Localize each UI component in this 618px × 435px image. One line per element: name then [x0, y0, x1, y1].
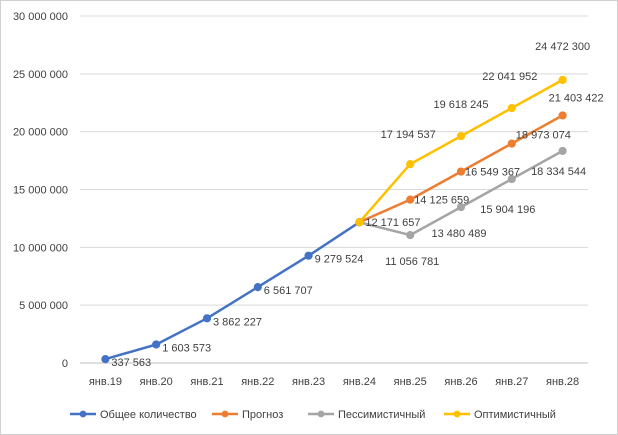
- data-label: 6 561 707: [264, 285, 313, 297]
- y-tick-label: 0: [62, 358, 68, 370]
- data-label: 22 041 952: [482, 71, 537, 83]
- data-point: [507, 174, 516, 184]
- series-line-0: [104, 220, 361, 361]
- x-tick-label: янв.23: [292, 376, 325, 388]
- data-point: [558, 146, 567, 156]
- data-point: [558, 75, 567, 85]
- data-label: 15 904 196: [480, 204, 535, 216]
- data-point: [152, 340, 161, 349]
- x-tick-label: янв.27: [495, 376, 528, 388]
- data-label: 337 563: [111, 357, 151, 369]
- data-label: 11 056 781: [385, 256, 439, 268]
- data-labels: 337 563 1 603 573 3 862 227 6 561 707 9 279 …: [111, 41, 603, 369]
- legend-swatch-marker: [221, 410, 229, 418]
- x-tick-label: янв.26: [444, 376, 477, 388]
- data-point: [355, 218, 364, 227]
- data-label: 17 194 537: [381, 129, 436, 141]
- data-label: 14 125 659: [414, 195, 469, 207]
- y-tick-label: 30 000 000: [13, 11, 68, 23]
- data-point: [253, 283, 262, 292]
- x-tick-label: янв.28: [546, 376, 579, 388]
- y-tick-label: 5 000 000: [19, 300, 68, 312]
- data-label: 21 403 422: [549, 92, 604, 104]
- y-tick-label: 15 000 000: [13, 185, 68, 197]
- data-point: [202, 314, 212, 323]
- legend-label: Пессимистичный: [338, 409, 425, 421]
- x-tick-label: янв.25: [394, 376, 427, 388]
- data-point: [304, 251, 313, 260]
- data-label: 3 862 227: [213, 316, 262, 328]
- data-label: 19 618 245: [433, 99, 488, 111]
- data-label: 24 472 300: [535, 41, 590, 53]
- x-tick-label: янв.22: [241, 376, 274, 388]
- data-label: 16 549 367: [465, 167, 520, 179]
- legend-label: Прогноз: [242, 409, 283, 421]
- x-tick-label: янв.19: [89, 376, 122, 388]
- data-point: [406, 231, 415, 240]
- x-tick-label: янв.24: [343, 376, 376, 388]
- x-tick-label: янв.21: [190, 376, 223, 388]
- data-point: [456, 131, 466, 141]
- data-label: 12 171 657: [365, 217, 420, 229]
- data-point: [507, 139, 516, 148]
- data-point: [406, 195, 415, 204]
- data-label: 13 480 489: [431, 228, 486, 240]
- legend-label: Оптимистичный: [474, 409, 556, 421]
- legend-swatch-marker: [453, 410, 461, 418]
- data-point: [456, 202, 466, 212]
- data-label: 1 603 573: [162, 342, 211, 354]
- data-label: 9 279 524: [315, 254, 364, 266]
- y-tick-label: 20 000 000: [13, 127, 68, 139]
- legend-swatch-marker: [79, 410, 87, 418]
- y-axis-ticks: 0 5 000 000 10 000 000 15 000 000 20 000 000…: [13, 11, 68, 370]
- x-axis-ticks: янв.19 янв.20 янв.21 янв.22 янв.23 янв.24 янв.…: [89, 376, 579, 388]
- data-point: [558, 111, 567, 120]
- data-point: [101, 354, 110, 364]
- data-point: [456, 167, 466, 176]
- gridlines: [80, 15, 588, 306]
- data-label: 18 973 074: [516, 130, 571, 142]
- legend: Общее количество Прогноз Пессимистичный Опт…: [70, 409, 556, 421]
- data-label: 18 334 544: [531, 166, 586, 178]
- data-point: [507, 103, 516, 113]
- legend-label: Общее количество: [100, 409, 197, 421]
- y-tick-label: 10 000 000: [13, 242, 68, 254]
- x-tick-label: янв.20: [140, 376, 173, 388]
- legend-swatch-marker: [317, 410, 325, 418]
- series-points: [101, 75, 567, 364]
- data-point: [406, 160, 415, 169]
- y-tick-label: 25 000 000: [13, 69, 68, 81]
